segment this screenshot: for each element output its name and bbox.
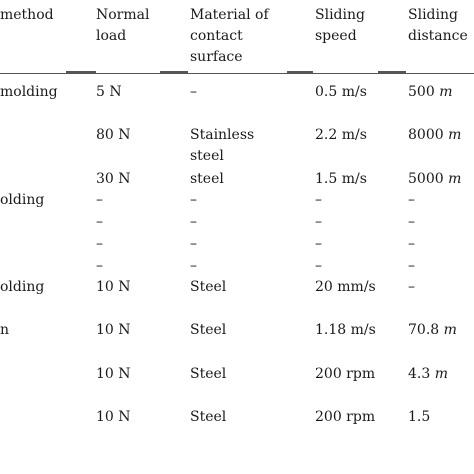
cell-distance: 8000 m	[408, 127, 462, 143]
cell-material: –	[190, 214, 197, 230]
cell-load: –	[96, 192, 103, 208]
header-sliding-speed: Sliding speed	[315, 7, 365, 44]
header-rule-segment	[287, 71, 313, 73]
cell-material: Steel	[190, 322, 227, 338]
cell-speed: 0.5 m/s	[315, 84, 367, 100]
cell-load: –	[96, 236, 103, 252]
cell-speed: 20 mm/s	[315, 279, 376, 295]
cell-load: 80 N	[96, 127, 131, 143]
cell-method: n	[0, 322, 10, 338]
cell-distance: –	[408, 236, 415, 252]
cell-material: Stainless steel	[190, 127, 255, 164]
cell-material: –	[190, 192, 197, 208]
cell-speed: 1.18 m/s	[315, 322, 376, 338]
cell-speed: –	[315, 258, 322, 274]
cell-material: Steel	[190, 409, 227, 425]
cell-speed: 1.5 m/s	[315, 171, 367, 187]
cell-load: 10 N	[96, 366, 131, 382]
header-normal-load: Normal load	[96, 7, 150, 44]
cell-load: 10 N	[96, 322, 131, 338]
cell-material: –	[190, 84, 197, 100]
header-rule-segment	[378, 71, 406, 73]
cell-distance: 4.3 m	[408, 366, 448, 382]
header-material: Material of contact surface	[190, 7, 269, 65]
cell-load: 30 N	[96, 171, 131, 187]
header-rule-segment	[66, 71, 96, 73]
cell-material: steel	[190, 171, 224, 187]
cell-method: olding	[0, 192, 45, 208]
cell-load: 5 N	[96, 84, 122, 100]
cell-distance: –	[408, 258, 415, 274]
cell-distance: 70.8 m	[408, 322, 457, 338]
cell-load: –	[96, 258, 103, 274]
cell-distance: –	[408, 214, 415, 230]
cell-material: Steel	[190, 366, 227, 382]
cell-material: –	[190, 258, 197, 274]
cell-method: molding	[0, 84, 58, 100]
header-rule	[0, 73, 474, 74]
header-rule-segment	[160, 71, 188, 73]
cell-load: 10 N	[96, 279, 131, 295]
cell-distance: 500 m	[408, 84, 453, 100]
cell-speed: –	[315, 214, 322, 230]
cell-distance: –	[408, 192, 415, 208]
cell-material: –	[190, 236, 197, 252]
cell-speed: –	[315, 236, 322, 252]
cell-distance: 1.5	[408, 409, 431, 425]
header-sliding-distance: Sliding distance	[408, 7, 468, 44]
cell-load: 10 N	[96, 409, 131, 425]
cell-method: olding	[0, 279, 45, 295]
cell-speed: 200 rpm	[315, 409, 376, 425]
cell-speed: 2.2 m/s	[315, 127, 367, 143]
cell-distance: 5000 m	[408, 171, 462, 187]
cell-distance: –	[408, 279, 415, 295]
header-method: method	[0, 7, 54, 23]
cell-speed: –	[315, 192, 322, 208]
cell-material: Steel	[190, 279, 227, 295]
cell-load: –	[96, 214, 103, 230]
cell-speed: 200 rpm	[315, 366, 376, 382]
